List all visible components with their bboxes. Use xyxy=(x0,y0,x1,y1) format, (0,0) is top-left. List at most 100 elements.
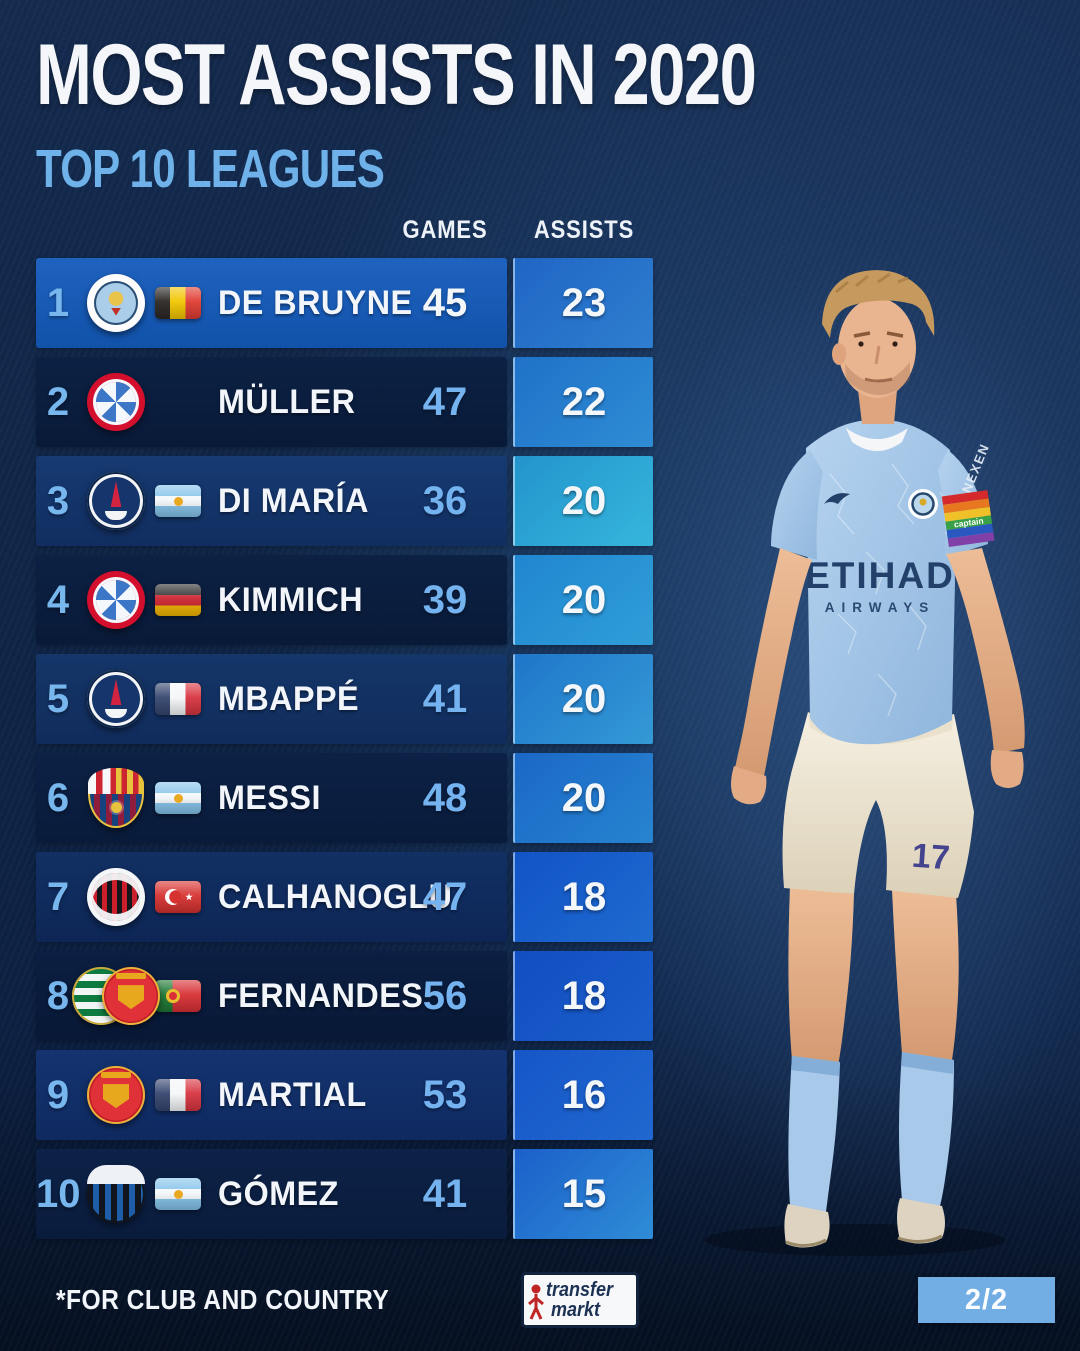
rank: 4 xyxy=(46,577,70,622)
puma-logo-icon xyxy=(824,493,850,504)
turkey-flag-icon xyxy=(155,881,201,913)
table-body: 1 DE BRUYNE 45 23 2 MÜLLER 47 22 3 xyxy=(36,258,653,1239)
assists-value: 22 xyxy=(561,379,607,424)
games-value: 48 xyxy=(422,775,468,820)
badges xyxy=(84,670,148,728)
assists-cell: 18 xyxy=(513,852,653,942)
player-name-wrap: FERNANDES xyxy=(218,977,507,1016)
armband-label: captain xyxy=(953,515,984,529)
player-name: KIMMICH xyxy=(218,580,364,619)
table-row: 4 KIMMICH 39 20 xyxy=(36,555,653,645)
logo-text-top: transfer xyxy=(546,1279,614,1301)
row-bar: 2 MÜLLER 47 xyxy=(36,357,507,447)
bayern-badge-icon xyxy=(87,571,145,629)
player-name-wrap: MÜLLER xyxy=(218,383,507,422)
belgium-flag-icon xyxy=(155,287,201,319)
assists-value: 16 xyxy=(561,1072,607,1117)
table-row: 7 CALHANOGLU 47 18 xyxy=(36,852,653,942)
player-jersey: ETIHAD AIRWAYS NEXEN captain xyxy=(771,419,995,745)
games-value: 45 xyxy=(422,280,468,325)
transfermarkt-logo: transfer markt xyxy=(521,1272,639,1328)
jersey-sponsor-sub-text: AIRWAYS xyxy=(825,600,936,615)
milan-badge-icon xyxy=(87,868,145,926)
row-bar: 8 FERNANDES 56 xyxy=(36,951,507,1041)
table-row: 8 FERNANDES 56 18 xyxy=(36,951,653,1041)
column-header-games: GAMES xyxy=(402,216,488,244)
flag-slot xyxy=(150,1178,206,1210)
barcelona-badge-icon xyxy=(88,768,144,828)
assists-cell: 22 xyxy=(513,357,653,447)
portugal-flag-icon xyxy=(155,980,201,1012)
games-value: 36 xyxy=(422,478,468,523)
badges xyxy=(84,868,148,926)
games-value: 39 xyxy=(422,577,468,622)
shorts-number: 17 xyxy=(911,837,951,878)
flag-slot xyxy=(150,485,206,517)
player-photo: 17 ETIHAD AIRWAYS NEXEN capta xyxy=(640,252,1080,1256)
argentina-flag-icon xyxy=(155,485,201,517)
argentina-flag-icon xyxy=(155,1178,201,1210)
badges xyxy=(84,571,148,629)
assists-cell: 20 xyxy=(513,753,653,843)
row-bar: 1 DE BRUYNE 45 xyxy=(36,258,507,348)
player-name: FERNANDES xyxy=(218,976,424,1015)
column-header-assists: ASSISTS xyxy=(533,216,635,244)
games-value: 53 xyxy=(422,1072,468,1117)
player-name-wrap: MARTIAL xyxy=(218,1076,507,1115)
rank: 7 xyxy=(46,874,70,919)
player-name: DI MARÍA xyxy=(218,481,369,520)
player-name: DE BRUYNE xyxy=(218,283,413,322)
assists-cell: 20 xyxy=(513,555,653,645)
badges xyxy=(84,1066,148,1124)
row-bar: 3 DI MARÍA 36 xyxy=(36,456,507,546)
row-bar: 4 KIMMICH 39 xyxy=(36,555,507,645)
table-row: 1 DE BRUYNE 45 23 xyxy=(36,258,653,348)
table-row: 3 DI MARÍA 36 20 xyxy=(36,456,653,546)
table-row: 10 GÓMEZ 41 15 xyxy=(36,1149,653,1239)
row-bar: 5 MBAPPÉ 41 xyxy=(36,654,507,744)
player-name-wrap: DI MARÍA xyxy=(218,482,507,521)
bayern-badge-icon xyxy=(87,373,145,431)
player-name-wrap: MESSI xyxy=(218,779,507,818)
footnote: *FOR CLUB AND COUNTRY xyxy=(56,1284,390,1315)
flag-slot xyxy=(150,584,206,616)
assists-value: 20 xyxy=(561,676,607,721)
badges xyxy=(84,1165,148,1223)
player-head xyxy=(822,270,935,424)
assists-value: 18 xyxy=(561,973,607,1018)
badges xyxy=(84,373,148,431)
player-name-wrap: GÓMEZ xyxy=(218,1175,507,1214)
page-title: MOST ASSISTS IN 2020 xyxy=(36,27,757,123)
flag-slot xyxy=(150,683,206,715)
badges xyxy=(84,472,148,530)
man-united-badge-icon xyxy=(87,1066,145,1124)
assists-value: 18 xyxy=(561,874,607,919)
assists-cell: 16 xyxy=(513,1050,653,1140)
row-bar: 9 MARTIAL 53 xyxy=(36,1050,507,1140)
flag-slot xyxy=(150,881,206,913)
table-row: 6 MESSI 48 20 xyxy=(36,753,653,843)
assists-value: 15 xyxy=(561,1171,607,1216)
assists-cell: 18 xyxy=(513,951,653,1041)
assists-cell: 20 xyxy=(513,456,653,546)
rank: 5 xyxy=(46,676,70,721)
row-bar: 10 GÓMEZ 41 xyxy=(36,1149,507,1239)
assists-value: 20 xyxy=(561,478,607,523)
man-city-badge-icon xyxy=(87,274,145,332)
jersey-collar xyxy=(846,428,908,451)
flag-slot xyxy=(150,287,206,319)
assists-cell: 23 xyxy=(513,258,653,348)
badges xyxy=(72,967,160,1025)
assists-cell: 15 xyxy=(513,1149,653,1239)
player-arms xyxy=(731,548,1025,805)
atalanta-badge-icon xyxy=(87,1165,145,1223)
games-value: 56 xyxy=(422,973,468,1018)
games-value: 47 xyxy=(422,874,468,919)
player-name: MESSI xyxy=(218,778,321,817)
flag-slot xyxy=(150,782,206,814)
player-name: MARTIAL xyxy=(218,1075,367,1114)
flag-slot xyxy=(150,1079,206,1111)
psg-badge-icon xyxy=(87,472,145,530)
table-row: 2 MÜLLER 47 22 xyxy=(36,357,653,447)
player-legs xyxy=(784,886,959,1248)
